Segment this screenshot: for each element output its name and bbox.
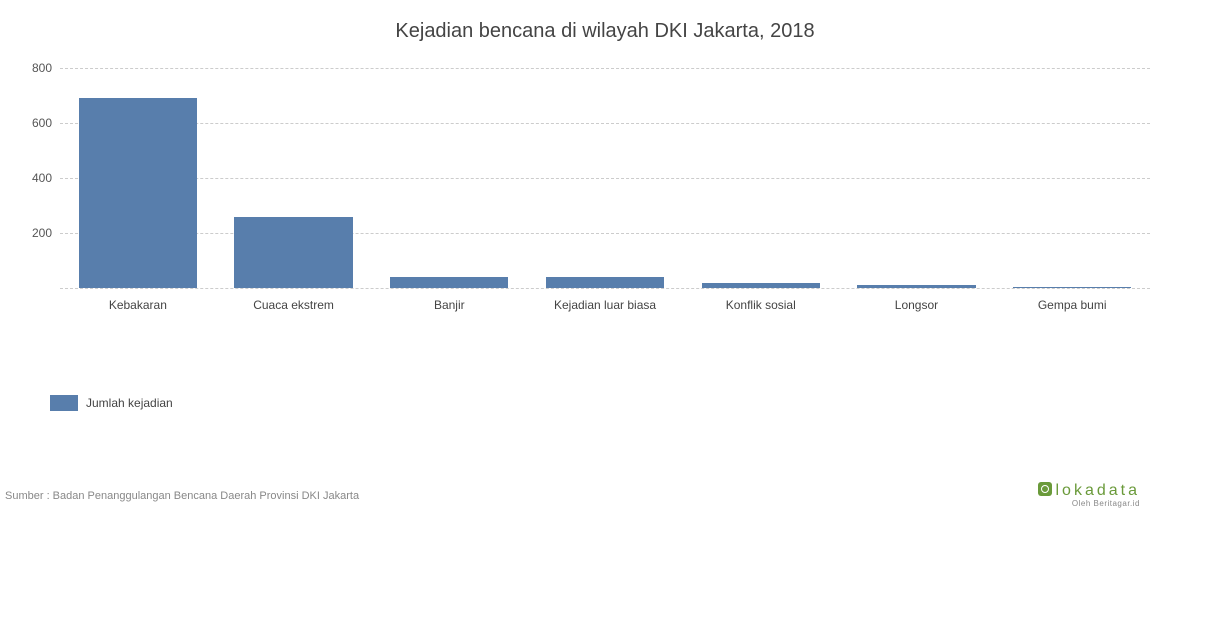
legend-label: Jumlah kejadian: [86, 396, 173, 410]
brand-main: lokadata: [1038, 482, 1141, 500]
bar-slot: [371, 68, 527, 288]
bar: [857, 285, 975, 288]
x-label: Longsor: [839, 298, 995, 312]
bar-slot: [683, 68, 839, 288]
bar: [702, 283, 820, 289]
bar: [79, 98, 197, 288]
y-tick: 600: [32, 116, 52, 130]
bar: [546, 277, 664, 288]
source-text: Sumber : Badan Penanggulangan Bencana Da…: [5, 490, 359, 502]
brand-main-text: lokadata: [1056, 482, 1141, 499]
bar: [390, 277, 508, 288]
plot-area: [60, 68, 1150, 288]
x-label: Gempa bumi: [994, 298, 1150, 312]
x-label: Kejadian luar biasa: [527, 298, 683, 312]
brand-logo: lokadata Oleh Beritagar.id: [1038, 482, 1141, 508]
x-label: Banjir: [371, 298, 527, 312]
bar: [1013, 287, 1131, 288]
bar-slot: [994, 68, 1150, 288]
legend-swatch: [50, 395, 78, 411]
brand-sub: Oleh Beritagar.id: [1038, 499, 1141, 508]
bar-slot: [216, 68, 372, 288]
y-tick: 800: [32, 61, 52, 75]
x-label: Kebakaran: [60, 298, 216, 312]
y-axis: 200400600800: [30, 68, 60, 288]
grid-line: [60, 288, 1150, 289]
x-axis: KebakaranCuaca ekstremBanjirKejadian lua…: [60, 298, 1150, 312]
chart-container: Kejadian bencana di wilayah DKI Jakarta,…: [0, 0, 1210, 312]
bar-slot: [60, 68, 216, 288]
y-tick: 400: [32, 171, 52, 185]
bars-group: [60, 68, 1150, 288]
chart-area: 200400600800: [60, 68, 1150, 288]
legend: Jumlah kejadian: [50, 395, 173, 411]
bar: [234, 217, 352, 289]
chart-title: Kejadian bencana di wilayah DKI Jakarta,…: [40, 20, 1170, 43]
bar-slot: [839, 68, 995, 288]
x-label: Cuaca ekstrem: [216, 298, 372, 312]
bar-slot: [527, 68, 683, 288]
x-label: Konflik sosial: [683, 298, 839, 312]
leaf-icon: [1038, 482, 1052, 496]
y-tick: 200: [32, 226, 52, 240]
